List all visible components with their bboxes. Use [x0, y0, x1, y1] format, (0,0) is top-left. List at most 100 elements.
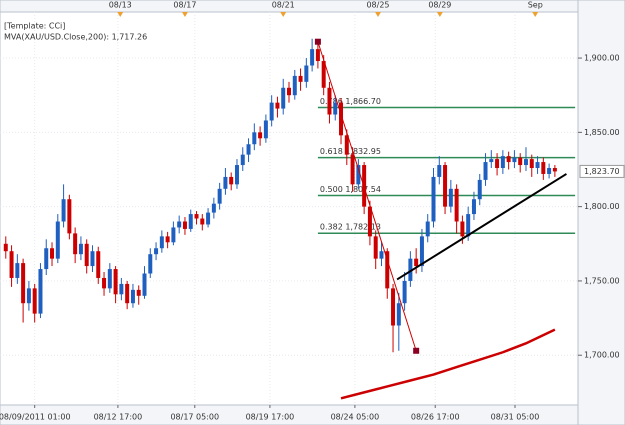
candle-body — [419, 236, 424, 267]
candle-body — [9, 251, 14, 278]
candle-body — [443, 165, 448, 207]
candle-body — [466, 214, 471, 237]
candle-body — [125, 283, 130, 304]
bottom-axis — [0, 404, 579, 425]
candle-body — [523, 159, 528, 166]
candle-body — [552, 168, 557, 172]
candle-body — [55, 221, 60, 259]
top-tick-marker — [280, 12, 287, 17]
candle-body — [385, 251, 390, 289]
top-tick-label: Sep — [528, 1, 543, 10]
y-tick-label: 1,850.00 — [584, 128, 620, 137]
fib-label: 0.786 1,866.70 — [320, 97, 381, 106]
candle-body — [113, 269, 118, 295]
candle-body — [211, 203, 216, 213]
x-tick-label: 08/09/2011 01:00 — [0, 413, 71, 422]
candle-body — [182, 221, 187, 229]
top-tick-label: 08/13 — [109, 1, 132, 10]
candle-body — [130, 289, 135, 304]
candle-body — [391, 288, 396, 326]
candle-body — [234, 165, 239, 185]
x-tick-label: 08/24 05:00 — [331, 413, 380, 422]
last-price-label: 1,823.70 — [584, 167, 620, 176]
x-tick-label: 08/12 17:00 — [94, 413, 143, 422]
top-tick-marker — [436, 12, 443, 17]
candle-body — [304, 65, 309, 82]
trend-handle — [314, 38, 321, 45]
candle-body — [344, 135, 349, 155]
candle-body — [529, 159, 534, 169]
top-tick-label: 08/25 — [366, 1, 389, 10]
candle-body — [333, 102, 338, 115]
candle-body — [315, 49, 320, 62]
candle-body — [159, 236, 164, 249]
candle-body — [252, 132, 257, 145]
candle-body — [281, 87, 286, 109]
candle-body — [136, 289, 141, 296]
y-tick-label: 1,700.00 — [584, 351, 620, 360]
candle-body — [21, 263, 26, 304]
candle-body — [165, 236, 170, 243]
fib-label: 0.618 1,832.95 — [320, 147, 381, 156]
candle-body — [73, 233, 78, 255]
candle-body — [223, 176, 228, 189]
candle-body — [471, 199, 476, 215]
candle-body — [373, 236, 378, 259]
x-tick-label: 08/17 05:00 — [170, 413, 219, 422]
last-price-box — [579, 164, 625, 178]
candle-body — [425, 221, 430, 237]
candle-body — [148, 254, 153, 274]
candle-body — [483, 162, 488, 180]
candle-body — [96, 251, 101, 278]
candle-body — [437, 165, 442, 177]
candle-body — [489, 159, 494, 163]
candle-body — [460, 221, 465, 237]
candle-body — [535, 162, 540, 169]
fib-label: 0.500 1,807.54 — [320, 185, 381, 194]
candle-body — [246, 144, 251, 155]
candle-body — [258, 132, 263, 139]
candle-body — [454, 188, 459, 222]
candle-body — [154, 248, 159, 255]
candle-body — [206, 212, 211, 225]
candle-body — [142, 273, 147, 296]
candle-body — [477, 179, 482, 200]
top-tick-label: 08/17 — [173, 1, 196, 10]
candle-body — [287, 87, 291, 96]
top-tick-marker — [532, 12, 539, 17]
candle-body — [402, 280, 407, 304]
candle-body — [38, 269, 43, 314]
candle-body — [518, 157, 523, 166]
x-tick-label: 08/26 17:00 — [411, 413, 460, 422]
top-tick-marker — [375, 12, 382, 17]
right-axis — [577, 0, 625, 425]
y-tick-label: 1,750.00 — [584, 276, 620, 285]
candle-body — [107, 269, 112, 289]
candle-body — [84, 243, 89, 267]
candle-body — [495, 159, 500, 169]
trend-line — [396, 173, 567, 281]
candle-body — [298, 75, 303, 82]
trend-line — [317, 41, 417, 351]
candle-body — [32, 288, 37, 314]
candle-body — [78, 243, 83, 255]
candle-body — [50, 248, 55, 259]
candle-body — [3, 243, 8, 252]
candle-body — [194, 214, 199, 219]
candle-body — [240, 154, 245, 166]
candle-body — [321, 61, 326, 88]
candle-body — [217, 188, 222, 204]
x-tick-label: 08/31 05:00 — [491, 413, 540, 422]
candle-body — [61, 199, 66, 222]
candle-body — [396, 303, 401, 326]
candle-body — [448, 188, 453, 207]
ma-line — [340, 328, 556, 400]
candle-body — [15, 263, 20, 278]
candle-body — [350, 154, 355, 185]
trend-handle — [413, 347, 420, 354]
candle-body — [26, 288, 31, 304]
candle-body — [263, 120, 268, 139]
top-tick-marker — [117, 12, 124, 17]
candle-body — [292, 75, 297, 96]
